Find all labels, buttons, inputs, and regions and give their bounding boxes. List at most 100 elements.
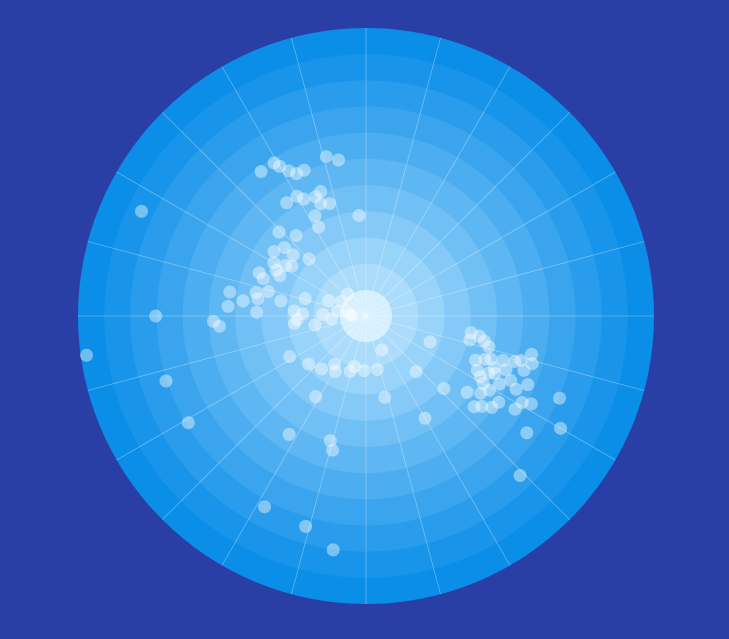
polar-spoke (162, 112, 367, 317)
scatter-point (331, 153, 345, 167)
scatter-point (509, 382, 523, 396)
polar-spoke (365, 315, 645, 391)
scatter-point (323, 434, 337, 448)
polar-spoke (365, 315, 441, 595)
scatter-point (513, 469, 527, 483)
polar-spoke (365, 315, 616, 461)
scatter-point (256, 272, 270, 286)
polar-spoke (365, 37, 441, 317)
scatter-point (475, 399, 489, 413)
scatter-point (409, 365, 423, 379)
polar-spoke (365, 241, 645, 317)
scatter-point (302, 357, 316, 371)
scatter-point (423, 335, 437, 349)
scatter-point (464, 326, 478, 340)
scatter-point (520, 426, 534, 440)
scatter-point (517, 363, 531, 377)
scatter-point (521, 378, 535, 392)
scatter-point (297, 192, 311, 206)
scatter-point (488, 366, 502, 380)
scatter-point (277, 241, 291, 255)
scatter-point (309, 390, 323, 404)
scatter-point (282, 427, 296, 441)
scatter-point (467, 400, 481, 414)
scatter-point (553, 391, 567, 405)
scatter-point (508, 402, 522, 416)
scatter-point (482, 340, 496, 354)
polar-spoke (365, 315, 511, 566)
scatter-point (290, 167, 304, 181)
scatter-point (308, 209, 322, 223)
scatter-point (418, 411, 432, 425)
polar-spoke (221, 66, 367, 317)
scatter-point (504, 373, 518, 387)
scatter-point (273, 269, 287, 283)
scatter-point (206, 314, 220, 328)
scatter-point (328, 357, 342, 371)
scatter-point (261, 285, 275, 299)
scatter-point (477, 334, 491, 348)
scatter-point (285, 259, 299, 273)
scatter-point (278, 259, 292, 273)
scatter-point (492, 395, 506, 409)
scatter-point (370, 363, 384, 377)
scatter-point (554, 421, 568, 435)
scatter-point (468, 353, 482, 367)
scatter-point (482, 383, 496, 397)
scatter-point (357, 364, 371, 378)
scatter-point (322, 294, 336, 308)
center-glow (340, 290, 392, 342)
scatter-point (267, 256, 281, 270)
scatter-point (472, 329, 486, 343)
scatter-point (487, 361, 501, 375)
scatter-point (525, 357, 539, 371)
scatter-point (135, 204, 149, 218)
scatter-point (331, 304, 345, 318)
scatter-point (251, 292, 265, 306)
scatter-point (524, 397, 538, 411)
scatter-point (221, 299, 235, 313)
scatter-point (328, 364, 342, 378)
scatter-point (484, 352, 498, 366)
scatter-point (223, 285, 237, 299)
scatter-point (269, 263, 283, 277)
scatter-point (80, 348, 94, 362)
polar-spoke (87, 315, 367, 391)
scatter-point (463, 333, 477, 347)
scatter-point (343, 364, 357, 378)
scatter-point (286, 248, 300, 262)
scatter-point (273, 159, 287, 173)
scatter-point (212, 319, 226, 333)
scatter-point (282, 164, 296, 178)
scatter-point (289, 229, 303, 243)
scatter-point (347, 360, 361, 374)
scatter-point (470, 363, 484, 377)
polar-spoke (221, 315, 367, 566)
scatter-point (334, 294, 348, 308)
scatter-point (340, 287, 354, 301)
scatter-point (258, 500, 272, 514)
scatter-point (314, 197, 328, 211)
polar-spoke (365, 171, 616, 317)
scatter-point (460, 385, 474, 399)
scatter-point (492, 377, 506, 391)
scatter-point (326, 543, 340, 557)
scatter-point (316, 307, 330, 321)
scatter-point (254, 165, 268, 179)
scatter-point (476, 377, 490, 391)
scatter-point (478, 352, 492, 366)
scatter-point (149, 309, 163, 323)
scatter-point (272, 225, 286, 239)
polar-spoke (365, 315, 570, 520)
scatter-point (508, 354, 522, 368)
scatter-point (267, 156, 281, 170)
polar-spoke (116, 171, 367, 317)
scatter-point (299, 519, 313, 533)
scatter-point (290, 189, 304, 203)
scatter-point (181, 416, 195, 430)
scatter-point (314, 185, 328, 199)
scatter-point (236, 294, 250, 308)
spoke-layer (78, 28, 654, 604)
point-layer (80, 150, 568, 557)
